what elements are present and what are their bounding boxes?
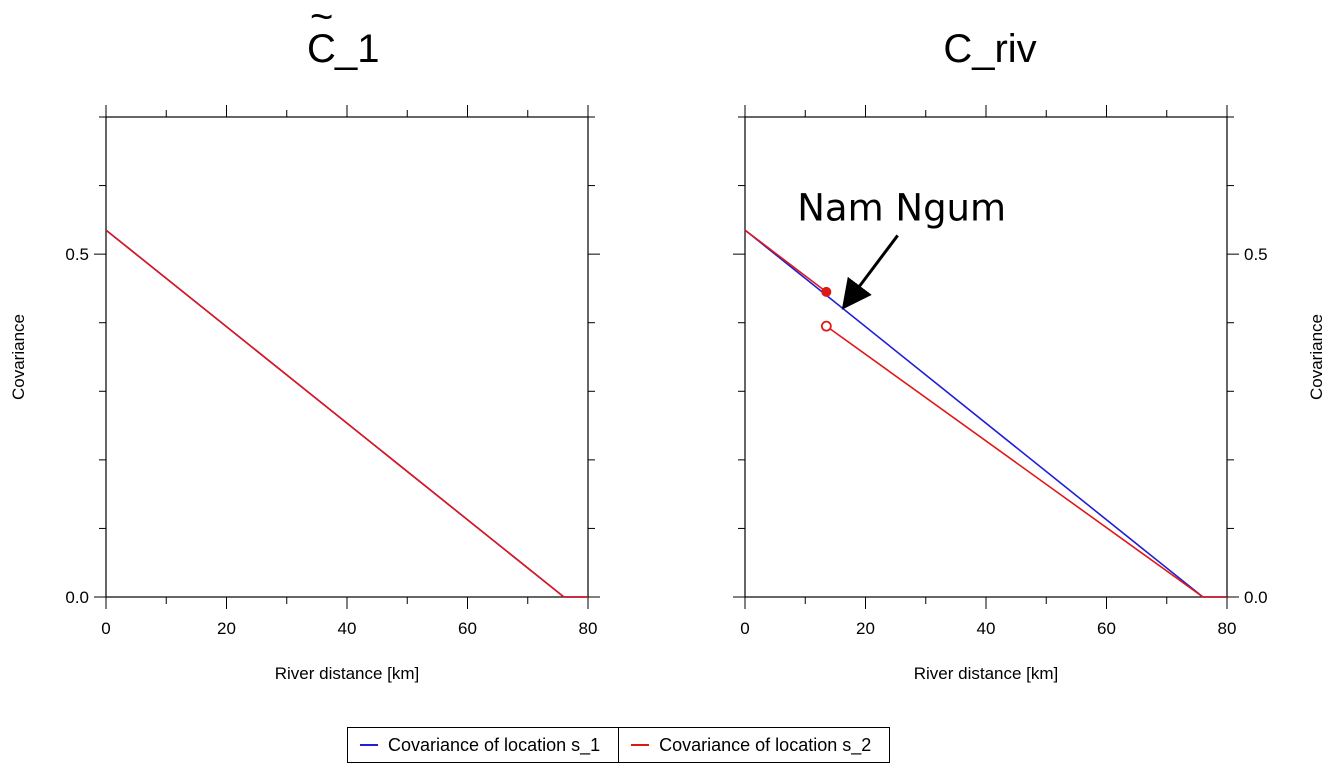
legend-item-s1: Covariance of location s_1 <box>348 728 618 762</box>
chart-left: C ~ _1 0 20 40 60 80 0.0 0.5 River distance [km… <box>9 0 600 683</box>
chart-left-xtick-label: 20 <box>217 619 236 638</box>
chart-right-xtick-label: 40 <box>977 619 996 638</box>
chart-right-ytick-label: 0.5 <box>1244 245 1268 264</box>
chart-right-annotation-arrow <box>841 234 899 310</box>
chart-right-series-1-end-point <box>821 286 832 297</box>
chart-right-ylabel: Covariance <box>1307 314 1326 400</box>
chart-left-xtick-label: 80 <box>579 619 598 638</box>
chart-left-series-line-1 <box>105 229 588 598</box>
chart-left-ytick-label: 0.0 <box>65 588 89 607</box>
chart-right-series-2-start-point <box>820 320 832 332</box>
chart-left-xtick-label: 40 <box>338 619 357 638</box>
chart-left-title-tilde: ~ <box>310 0 333 39</box>
chart-right-xlabel: River distance [km] <box>914 664 1059 683</box>
legend-label-s1: Covariance of location s_1 <box>388 734 601 755</box>
chart-left-xlabel: River distance [km] <box>275 664 420 683</box>
chart-left-xtick-label: 60 <box>458 619 477 638</box>
chart-left-title-main: C <box>307 27 336 71</box>
legend-swatch-s1 <box>360 744 378 746</box>
chart-right-title: C_riv <box>943 27 1036 71</box>
chart-left-xtick-label: 0 <box>101 619 110 638</box>
chart-left-frame <box>105 116 589 598</box>
chart-right-xtick-label: 80 <box>1218 619 1237 638</box>
chart-right-ytick-label: 0.0 <box>1244 588 1268 607</box>
legend-item-s2: Covariance of location s_2 <box>618 728 889 762</box>
figure: C ~ _1 0 20 40 60 80 0.0 0.5 River distance [km… <box>9 0 1326 683</box>
chart-right-series-line-1 <box>744 229 827 293</box>
chart-right-annotation-text: Nam Ngum <box>797 186 1006 229</box>
chart-right-series-line-2 <box>825 325 1227 598</box>
legend: Covariance of location s_1 Covariance of… <box>347 727 891 763</box>
chart-left-title-suffix: _1 <box>334 27 380 71</box>
chart-left-ylabel: Covariance <box>9 314 28 400</box>
chart-right-xtick-label: 0 <box>740 619 749 638</box>
legend-swatch-s2 <box>631 744 650 746</box>
chart-left-series-line-0 <box>105 229 588 598</box>
chart-right-xtick-label: 20 <box>856 619 875 638</box>
legend-label-s2: Covariance of location s_2 <box>659 734 872 755</box>
chart-right-xtick-label: 60 <box>1097 619 1116 638</box>
chart-left-ytick-label: 0.5 <box>65 245 89 264</box>
chart-right: C_riv 0 20 40 60 80 0.0 0.5 River distance [km]… <box>733 27 1326 683</box>
